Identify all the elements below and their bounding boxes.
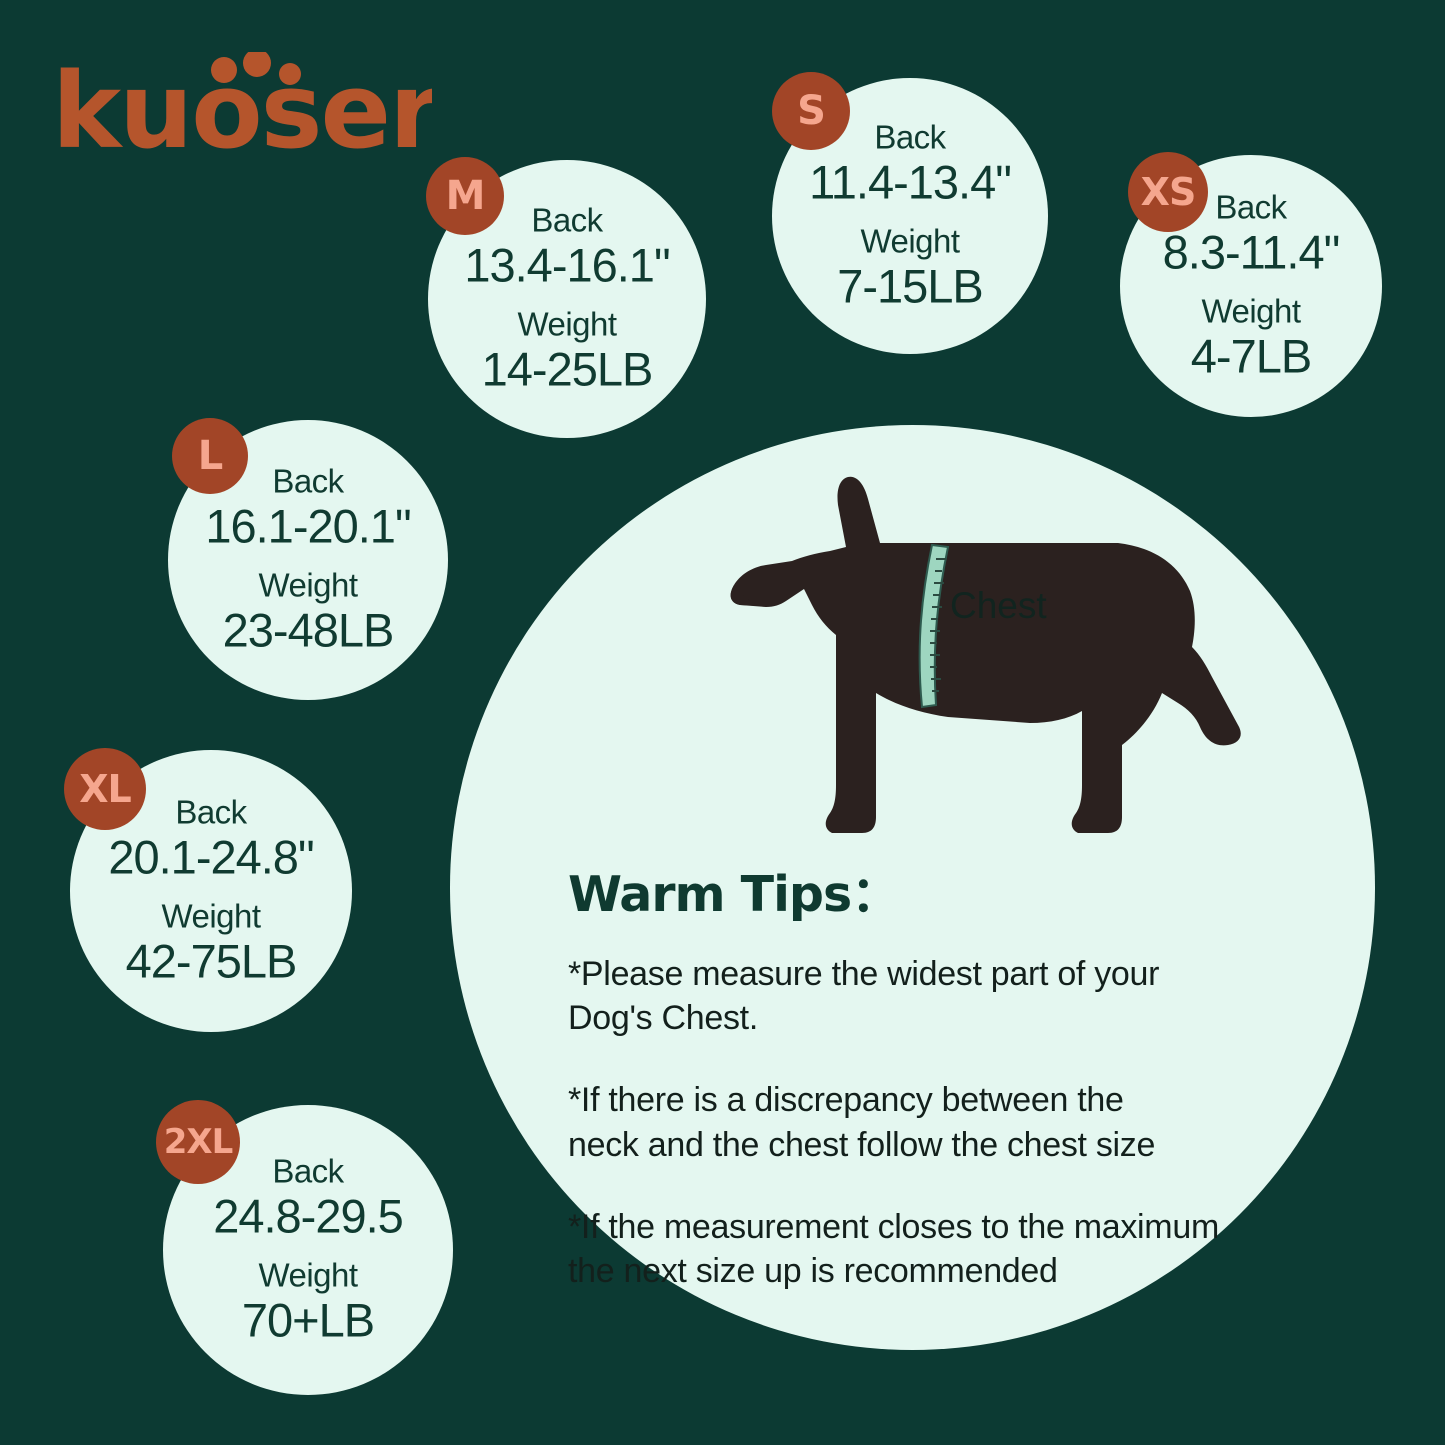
warm-tips-block: Warm Tips： *Please measure the widest pa… [568,855,1288,1293]
brand-logo-text: kuoser [52,52,432,162]
back-value: 24.8-29.5 [213,1189,404,1243]
weight-value: 23-48LB [222,602,395,656]
paw-dot-icon [279,63,301,85]
weight-label: Weight [1201,292,1301,329]
size-badge-label: M [445,173,486,219]
size-bubble-2xl[interactable]: Back 24.8-29.5 Weight 70+LB [163,1105,453,1395]
size-badge-label: S [797,88,826,134]
weight-value: 42-75LB [125,933,298,987]
back-label: Back [874,118,946,156]
size-badge-label: 2XL [163,1122,234,1162]
weight-value: 4-7LB [1190,328,1312,382]
dog-body-shape [730,476,1241,833]
size-badge-xs[interactable]: XS [1128,152,1208,232]
size-badge-label: L [197,433,223,479]
weight-value: 70+LB [241,1292,375,1346]
paw-dot-icon [243,52,271,77]
dog-silhouette-illustration [700,455,1320,955]
warm-tips-title: Warm Tips： [568,866,900,923]
back-value: 13.4-16.1" [464,238,670,292]
back-value: 8.3-11.4" [1162,225,1341,279]
back-label: Back [272,462,344,500]
weight-label: Weight [161,897,261,934]
size-badge-label: XS [1140,170,1197,214]
back-label: Back [175,793,247,831]
size-badge-label: XL [79,767,132,811]
paw-dot-icon [211,57,237,83]
weight-value: 14-25LB [481,341,654,395]
weight-label: Weight [860,222,960,259]
back-value: 20.1-24.8" [108,830,314,884]
chest-label: Chest [950,585,1047,626]
back-label: Back [1215,188,1287,226]
back-value: 11.4-13.4" [809,155,1012,209]
size-badge-m[interactable]: M [426,157,504,235]
weight-value: 7-15LB [837,258,984,312]
weight-label: Weight [258,1256,358,1293]
size-badge-s[interactable]: S [772,72,850,150]
weight-label: Weight [258,566,358,603]
back-value: 16.1-20.1" [205,499,411,553]
back-label: Back [531,201,603,239]
warm-tip-item: *If the measurement closes to the maximu… [568,1207,1219,1290]
size-badge-l[interactable]: L [172,418,248,494]
back-label: Back [272,1152,344,1190]
size-badge-xl[interactable]: XL [64,748,146,830]
size-badge-2xl[interactable]: 2XL [156,1100,240,1184]
warm-tip-item: *If there is a discrepancy between the n… [568,1081,1156,1164]
weight-label: Weight [517,305,617,342]
tape-measure-icon [918,543,950,709]
warm-tip-item: *Please measure the widest part of your … [568,955,1160,1038]
brand-logo: kuoser [52,52,432,162]
